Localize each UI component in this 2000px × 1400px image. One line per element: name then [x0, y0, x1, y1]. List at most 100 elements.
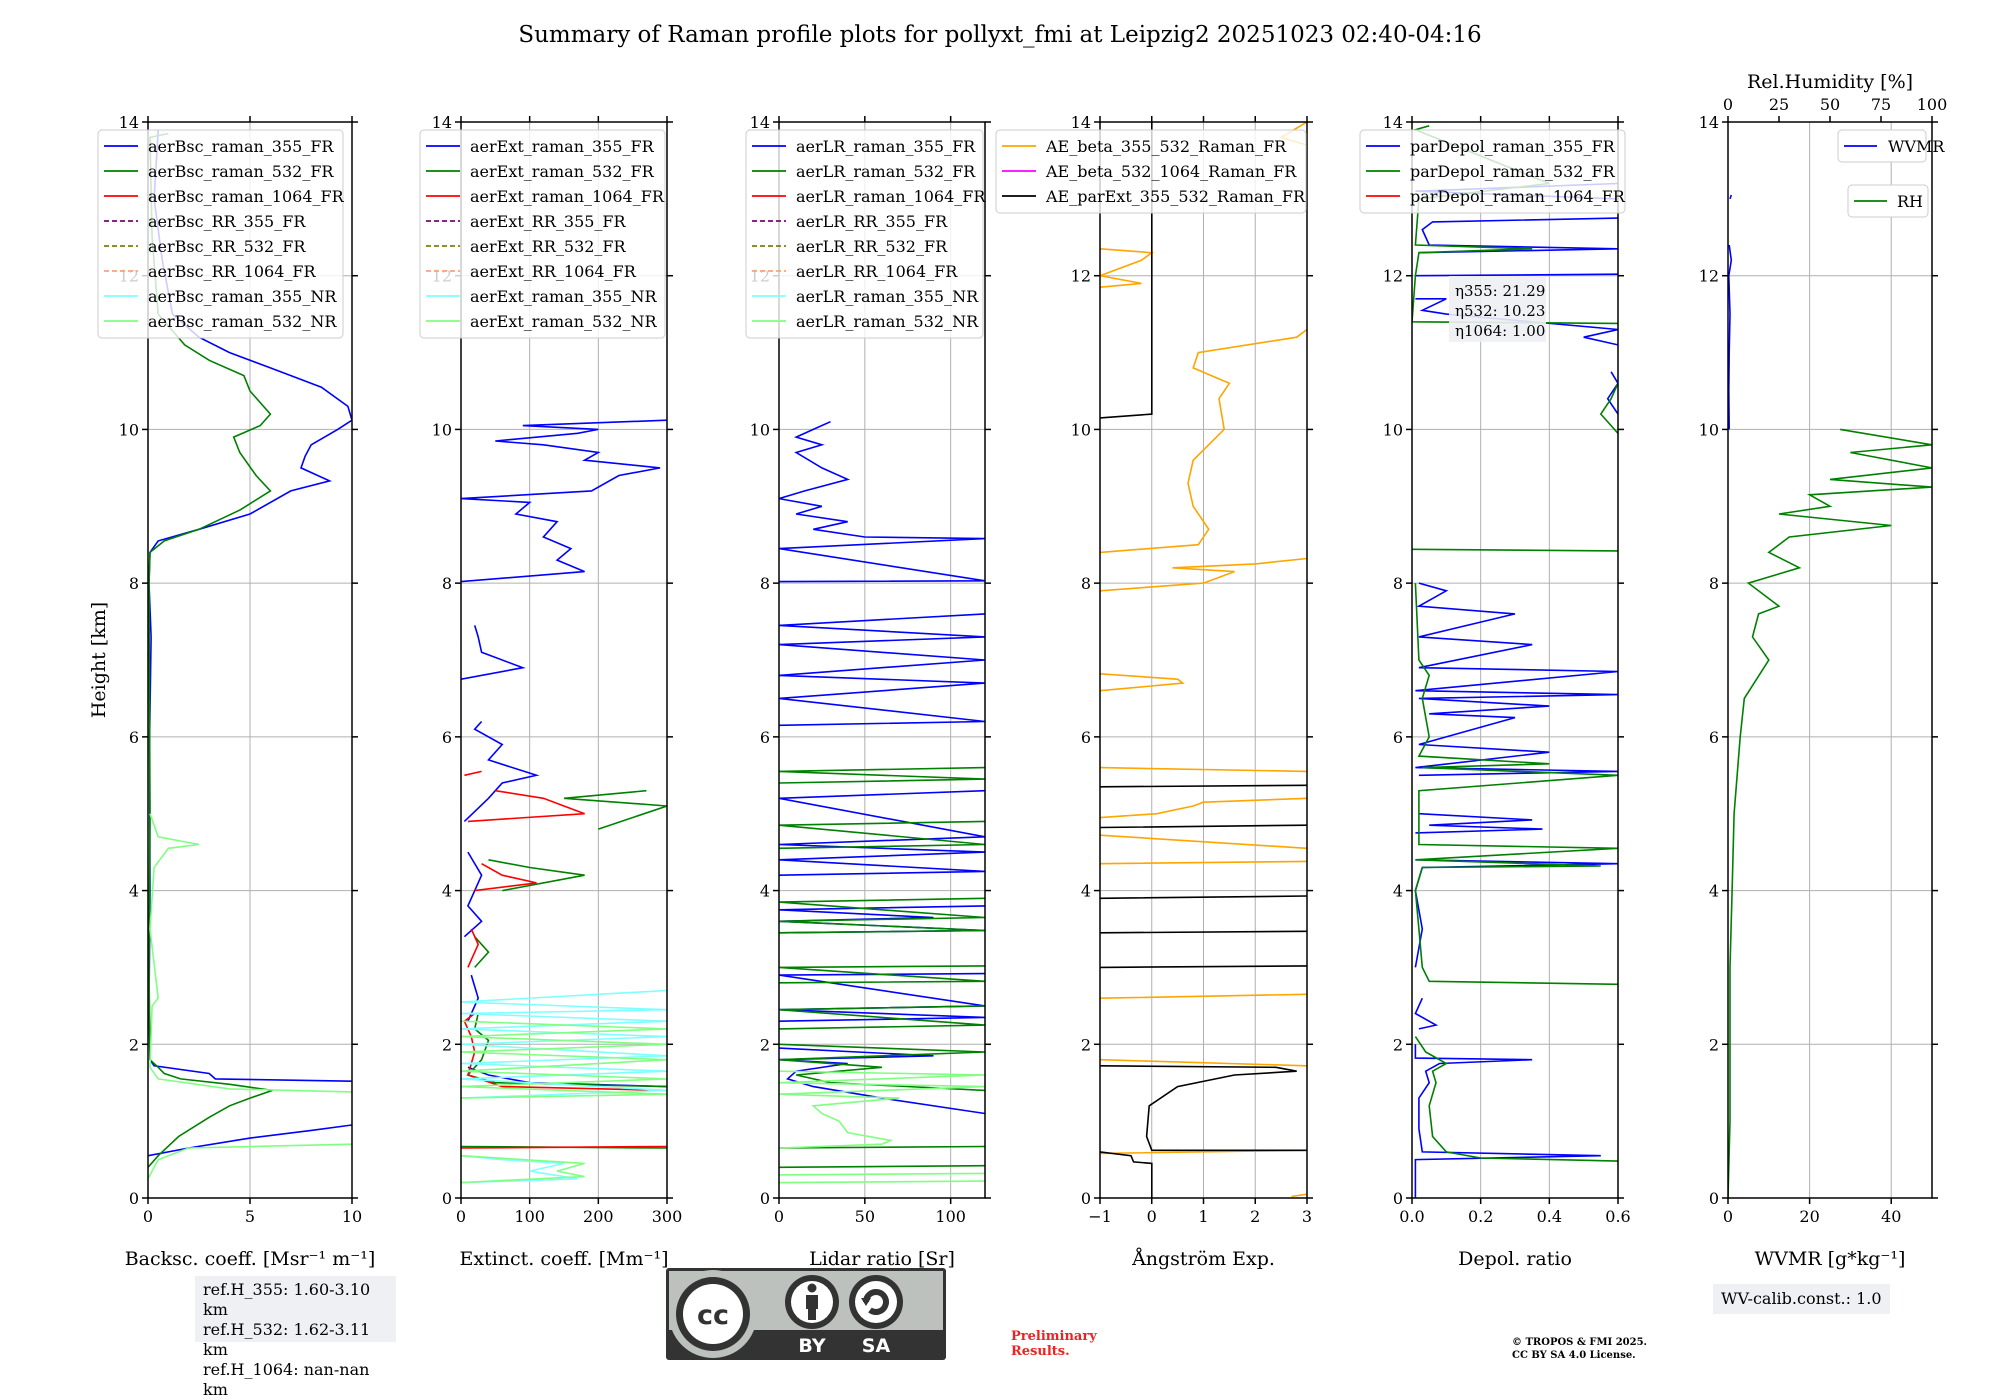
cc-label: cc — [697, 1300, 729, 1331]
y-tick-label: 14 — [432, 113, 452, 132]
y-tick-label: 14 — [1699, 113, 1719, 132]
y-tick-label: 2 — [1081, 1035, 1091, 1054]
series-line-aerBsc_raman_532_FR — [148, 132, 273, 1168]
y-tick-label: 2 — [129, 1035, 139, 1054]
y-tick-label: 6 — [1709, 728, 1719, 747]
by-label: BY — [798, 1335, 825, 1357]
legend-entry: aerExt_raman_355_FR — [470, 137, 655, 156]
legend-entry: aerExt_raman_532_NR — [470, 312, 658, 331]
series-group — [148, 129, 352, 1180]
x-tick-label: 5 — [245, 1207, 255, 1226]
legend-entry: aerExt_raman_355_NR — [470, 287, 658, 306]
x-axis-label: Depol. ratio — [1458, 1248, 1572, 1270]
series-line-AE_parExt_355_532_Raman_FR — [1100, 122, 1307, 1198]
y-axis-label: Height [km] — [88, 602, 110, 718]
y-tick-label: 6 — [1081, 728, 1091, 747]
legend-entry: aerBsc_raman_355_NR — [148, 287, 337, 306]
top-axis-tick-label: 75 — [1871, 95, 1891, 114]
legend-entry: aerBsc_raman_1064_FR — [148, 187, 345, 206]
top-axis-tick-label: 0 — [1723, 95, 1733, 114]
panel-extinction: 010020030002468101214Extinct. coeff. [Mm… — [419, 113, 682, 1270]
series-line-aerLR_raman_532_NR — [779, 1070, 985, 1184]
legend-entry: aerExt_RR_355_FR — [470, 212, 627, 231]
y-tick-label: 12 — [1071, 267, 1091, 286]
x-axis-label: Lidar ratio [Sr] — [809, 1248, 955, 1270]
legend-entry: aerLR_RR_355_FR — [796, 212, 948, 231]
series-line-aerExt_raman_355_FR — [461, 419, 667, 1088]
legend-entry: aerLR_raman_1064_FR — [796, 187, 986, 206]
x-tick-label: 0.4 — [1537, 1207, 1562, 1226]
lidar-constant-entry: η1064: 1.00 — [1455, 322, 1545, 340]
legend-entry: AE_beta_532_1064_Raman_FR — [1045, 162, 1297, 181]
axes-frame — [778, 121, 986, 1199]
ref-height-1064: ref.H_1064: nan-nan km — [203, 1360, 370, 1399]
legend-entry: parDepol_raman_355_FR — [1410, 137, 1616, 156]
x-tick-label: 0 — [1147, 1207, 1157, 1226]
series-line-aerLR_raman_532_FR — [779, 766, 985, 1169]
panel-depolarization: 0.0 0.2 0.4 0.6 0 2 4 6 8 10 12 14 Depol. ratio parDe… — [1359, 113, 1631, 1270]
copyright-line-2: CC BY SA 4.0 License. — [1512, 1350, 1636, 1361]
series-line-RH — [1728, 428, 1932, 1198]
legend-entry: aerLR_raman_355_NR — [796, 287, 979, 306]
copyright-note: © TROPOS & FMI 2025. CC BY SA 4.0 Licens… — [1512, 1336, 1647, 1362]
sa-label: SA — [862, 1335, 891, 1357]
series-line-parDepol_raman_532_FR — [1412, 125, 1618, 1162]
y-tick-label: 6 — [442, 728, 452, 747]
x-tick-label: 100 — [514, 1207, 545, 1226]
y-tick-label: 8 — [442, 574, 452, 593]
y-tick-label: 8 — [129, 574, 139, 593]
legend-entry: AE_beta_355_532_Raman_FR — [1045, 137, 1287, 156]
x-tick-label: 0 — [456, 1207, 466, 1226]
profile-figure: 051002468101214Backsc. coeff. [Msr⁻¹ m⁻¹… — [88, 71, 1948, 1270]
figure-title: Summary of Raman profile plots for polly… — [518, 22, 1482, 48]
legend-entry: WVMR — [1888, 137, 1945, 156]
ref-height-532: ref.H_532: 1.62-3.11 km — [203, 1320, 371, 1359]
y-tick-label: 8 — [1709, 574, 1719, 593]
top-axis-tick-label: 25 — [1769, 95, 1789, 114]
y-tick-label: 4 — [1393, 882, 1403, 901]
legend-entry: aerExt_raman_532_FR — [470, 162, 655, 181]
series-line-WVMR — [1728, 194, 1733, 430]
y-tick-label: 4 — [1709, 882, 1719, 901]
legend-entry: aerExt_RR_1064_FR — [470, 262, 637, 281]
axes-frame — [1411, 121, 1619, 1199]
axes-frame — [460, 121, 668, 1199]
x-tick-label: 0.2 — [1468, 1207, 1493, 1226]
x-tick-label: 2 — [1250, 1207, 1260, 1226]
x-tick-label: 100 — [935, 1207, 966, 1226]
legend-entry: aerExt_raman_1064_FR — [470, 187, 665, 206]
y-tick-label: 6 — [760, 728, 770, 747]
legend-box — [745, 129, 984, 339]
y-tick-label: 10 — [1071, 420, 1091, 439]
legend-entry: aerLR_raman_355_FR — [796, 137, 976, 156]
cc-by-sa-logo: cc BY SA — [666, 1268, 946, 1360]
y-tick-label: 10 — [432, 420, 452, 439]
legend-entry: aerBsc_RR_355_FR — [148, 212, 306, 231]
legend-box — [97, 129, 344, 339]
y-tick-label: 10 — [1383, 420, 1403, 439]
series-group — [1412, 125, 1618, 1198]
lidar-constant-entry: η355: 21.29 — [1455, 282, 1545, 300]
panel-backscatter: 051002468101214Backsc. coeff. [Msr⁻¹ m⁻¹… — [88, 113, 375, 1270]
y-tick-label: 6 — [129, 728, 139, 747]
y-tick-label: 14 — [750, 113, 770, 132]
legend-entry: aerLR_RR_1064_FR — [796, 262, 958, 281]
series-group — [461, 419, 667, 1184]
lidar-constant-entry: η532: 10.23 — [1455, 302, 1545, 320]
legend-box-rh — [1847, 184, 1929, 218]
series-line-AE_beta_355_532_Raman_FR — [1100, 122, 1307, 1198]
y-tick-label: 2 — [760, 1035, 770, 1054]
legend-box-wvmr — [1837, 129, 1927, 163]
legend-entry: aerBsc_RR_532_FR — [148, 237, 306, 256]
y-tick-label: 4 — [442, 882, 452, 901]
axes-frame — [1727, 121, 1933, 1199]
x-tick-label: 3 — [1302, 1207, 1312, 1226]
legend-entry: AE_parExt_355_532_Raman_FR — [1045, 187, 1306, 206]
x-tick-label: 50 — [855, 1207, 875, 1226]
legend-entry: aerLR_raman_532_FR — [796, 162, 976, 181]
panel-lidar-ratio: 05010002468101214Lidar ratio [Sr]aerLR_r… — [745, 113, 991, 1270]
top-axis-label: Rel.Humidity [%] — [1747, 71, 1913, 93]
x-tick-label: 20 — [1799, 1207, 1819, 1226]
series-line-aerBsc_raman_532_NR — [148, 813, 352, 1180]
